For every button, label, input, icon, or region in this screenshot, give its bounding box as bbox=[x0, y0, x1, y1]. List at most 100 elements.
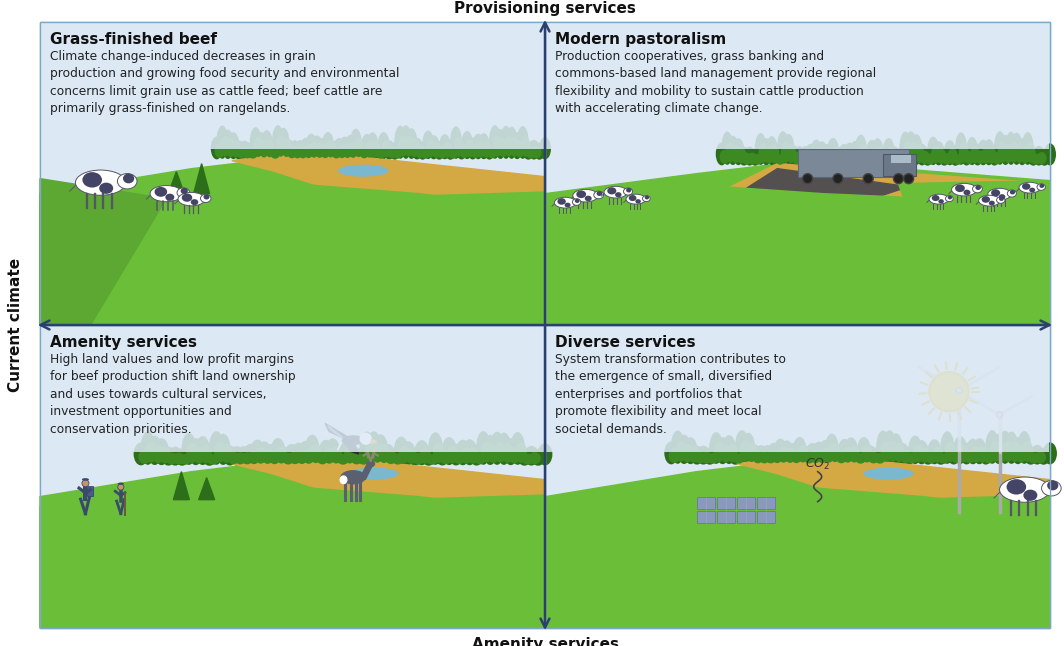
Bar bbox=[41, 326, 544, 452]
Ellipse shape bbox=[453, 450, 465, 464]
Ellipse shape bbox=[731, 145, 741, 163]
Ellipse shape bbox=[186, 443, 198, 463]
Ellipse shape bbox=[455, 440, 470, 465]
Ellipse shape bbox=[294, 140, 306, 160]
Ellipse shape bbox=[326, 438, 340, 465]
Ellipse shape bbox=[282, 453, 295, 464]
Ellipse shape bbox=[735, 430, 749, 464]
Ellipse shape bbox=[161, 446, 176, 466]
Ellipse shape bbox=[387, 448, 402, 466]
Polygon shape bbox=[40, 183, 545, 325]
Ellipse shape bbox=[831, 147, 841, 163]
Bar bbox=[736, 510, 754, 523]
Ellipse shape bbox=[296, 450, 307, 464]
Ellipse shape bbox=[147, 435, 162, 465]
Ellipse shape bbox=[515, 443, 527, 463]
Ellipse shape bbox=[511, 132, 523, 159]
Ellipse shape bbox=[822, 448, 834, 463]
Ellipse shape bbox=[178, 193, 205, 206]
Ellipse shape bbox=[803, 152, 813, 164]
Ellipse shape bbox=[326, 141, 336, 158]
Ellipse shape bbox=[777, 131, 789, 165]
Ellipse shape bbox=[517, 448, 532, 466]
Ellipse shape bbox=[539, 138, 551, 160]
Ellipse shape bbox=[986, 147, 997, 163]
Polygon shape bbox=[40, 179, 166, 325]
Circle shape bbox=[833, 174, 843, 183]
Ellipse shape bbox=[739, 441, 751, 462]
Ellipse shape bbox=[298, 146, 307, 158]
Ellipse shape bbox=[310, 141, 319, 158]
Ellipse shape bbox=[478, 133, 489, 159]
Ellipse shape bbox=[729, 448, 743, 464]
Ellipse shape bbox=[844, 437, 858, 464]
Ellipse shape bbox=[689, 446, 704, 464]
Ellipse shape bbox=[949, 149, 962, 166]
Ellipse shape bbox=[786, 443, 800, 464]
Ellipse shape bbox=[554, 197, 576, 208]
Bar bbox=[757, 497, 775, 508]
Ellipse shape bbox=[970, 146, 980, 163]
Ellipse shape bbox=[985, 430, 999, 464]
Ellipse shape bbox=[983, 451, 995, 463]
Ellipse shape bbox=[719, 150, 730, 164]
Ellipse shape bbox=[850, 448, 864, 464]
Ellipse shape bbox=[395, 125, 406, 159]
Ellipse shape bbox=[248, 451, 260, 464]
Ellipse shape bbox=[447, 446, 459, 463]
Ellipse shape bbox=[134, 443, 148, 465]
Ellipse shape bbox=[365, 142, 375, 158]
Ellipse shape bbox=[992, 434, 1005, 464]
Text: Climate change-induced decreases in grain
production and growing food security a: Climate change-induced decreases in grai… bbox=[50, 50, 399, 115]
Ellipse shape bbox=[438, 134, 451, 160]
Ellipse shape bbox=[963, 190, 970, 195]
Ellipse shape bbox=[732, 138, 745, 165]
Ellipse shape bbox=[754, 133, 767, 165]
Ellipse shape bbox=[894, 443, 904, 462]
Ellipse shape bbox=[152, 445, 164, 463]
Ellipse shape bbox=[848, 446, 860, 463]
Ellipse shape bbox=[803, 452, 815, 463]
Ellipse shape bbox=[337, 145, 347, 158]
Ellipse shape bbox=[994, 131, 1005, 165]
Ellipse shape bbox=[904, 131, 917, 165]
Ellipse shape bbox=[953, 154, 963, 165]
Ellipse shape bbox=[168, 446, 183, 466]
Ellipse shape bbox=[422, 130, 434, 159]
Ellipse shape bbox=[1019, 182, 1041, 193]
Circle shape bbox=[82, 480, 89, 487]
Ellipse shape bbox=[988, 201, 995, 205]
Ellipse shape bbox=[231, 141, 242, 158]
Ellipse shape bbox=[433, 443, 445, 463]
Ellipse shape bbox=[720, 446, 731, 463]
Ellipse shape bbox=[861, 146, 872, 165]
Ellipse shape bbox=[927, 136, 940, 165]
Ellipse shape bbox=[774, 439, 787, 464]
Ellipse shape bbox=[987, 188, 1011, 200]
Ellipse shape bbox=[177, 188, 189, 198]
Bar bbox=[798, 149, 909, 176]
Ellipse shape bbox=[449, 444, 464, 465]
Ellipse shape bbox=[305, 134, 317, 159]
Ellipse shape bbox=[676, 441, 686, 462]
Ellipse shape bbox=[575, 199, 580, 203]
Ellipse shape bbox=[832, 147, 845, 165]
Ellipse shape bbox=[292, 443, 305, 465]
Ellipse shape bbox=[270, 149, 280, 159]
Ellipse shape bbox=[360, 146, 369, 158]
Ellipse shape bbox=[766, 136, 778, 165]
Ellipse shape bbox=[998, 141, 1008, 163]
Ellipse shape bbox=[195, 436, 210, 465]
Ellipse shape bbox=[521, 453, 534, 464]
Ellipse shape bbox=[976, 185, 981, 190]
Ellipse shape bbox=[863, 445, 877, 464]
Ellipse shape bbox=[947, 444, 961, 464]
Ellipse shape bbox=[916, 144, 928, 165]
Ellipse shape bbox=[498, 138, 509, 157]
Ellipse shape bbox=[754, 445, 768, 464]
Ellipse shape bbox=[352, 448, 367, 466]
Ellipse shape bbox=[1008, 190, 1016, 197]
Ellipse shape bbox=[999, 477, 1050, 502]
Ellipse shape bbox=[794, 146, 805, 165]
Ellipse shape bbox=[174, 448, 189, 466]
